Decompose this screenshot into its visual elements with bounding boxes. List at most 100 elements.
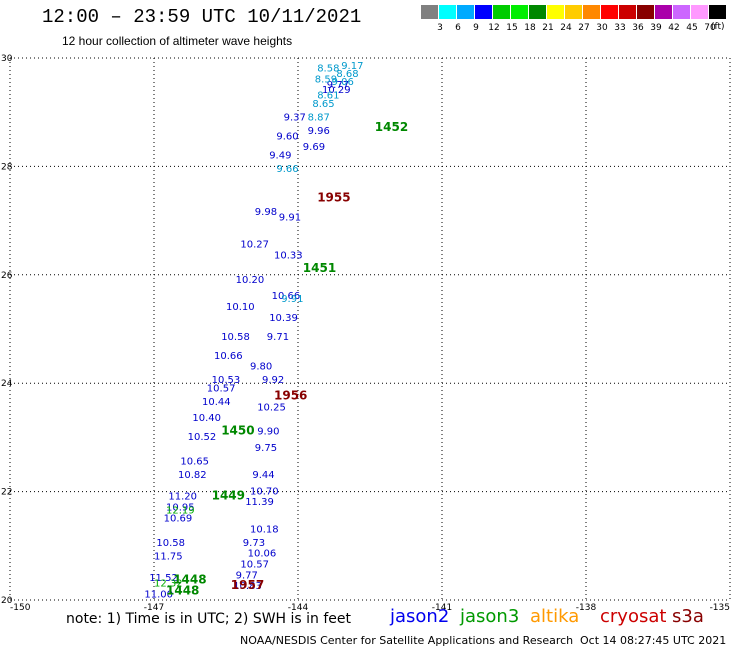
legend-swatch [655, 5, 672, 19]
legend-tick-label: 30 [596, 23, 608, 33]
legend-tick-label: 21 [542, 23, 554, 33]
legend-tick-label: 24 [560, 23, 572, 33]
lat-tick-label: 26 [1, 271, 13, 281]
mission-legend-item: jason2 [390, 606, 450, 627]
page-title: 12:00 – 23:59 UTC 10/11/2021 [42, 6, 362, 28]
wave-height-label: 9.73 [243, 538, 265, 549]
pass-number-label: 1955 [317, 191, 350, 205]
wave-height-label: 9.80 [250, 362, 272, 373]
legend-swatch [637, 5, 654, 19]
legend-tick-label: 33 [614, 23, 626, 33]
wave-height-label: 10.57 [207, 383, 236, 394]
wave-height-label: 10.25 [257, 402, 286, 413]
wave-height-label: 8.65 [312, 99, 334, 110]
wave-height-label: 10.66 [272, 291, 301, 302]
mission-legend-item: altika [530, 606, 580, 627]
wave-height-label: 9.98 [255, 207, 277, 218]
legend-tick-label: 70 [704, 23, 716, 33]
wave-height-label: 9.92 [262, 375, 284, 386]
wave-height-label: 8.58 [317, 64, 339, 75]
pass-number-label: 1450 [221, 424, 254, 438]
legend-swatch [547, 5, 564, 19]
legend-swatch [601, 5, 618, 19]
legend-tick-label: 45 [686, 23, 698, 33]
wave-height-label: 9.60 [276, 131, 298, 142]
legend-tick-label: 18 [524, 23, 536, 33]
pass-number-label: 1449 [212, 489, 245, 503]
wave-height-label: 9.44 [252, 470, 274, 481]
legend-tick-label: 15 [506, 23, 518, 33]
wave-height-label: 8.68 [336, 69, 358, 80]
wave-height-label: 10.44 [202, 397, 231, 408]
wave-height-label: 9.06 [332, 77, 354, 88]
legend-swatch [529, 5, 546, 19]
pass-number-label: 1452 [375, 120, 408, 134]
legend-swatch [691, 5, 708, 19]
wave-height-label: 10.33 [274, 251, 303, 262]
legend-swatch [421, 5, 438, 19]
generated-timestamp: Oct 14 08:27:45 UTC 2021 [580, 634, 727, 647]
wave-height-label: 10.66 [214, 351, 243, 362]
wave-height-label: 10.06 [248, 549, 277, 560]
wave-height-label: 10.58 [221, 332, 250, 343]
mission-legend-item: cryosat [600, 606, 667, 627]
wave-height-label: 9.91 [281, 294, 303, 305]
wave-height-label: 10.95 [166, 503, 195, 514]
wave-height-label: 10.10 [226, 302, 255, 313]
wave-height-label: 9.77 [327, 80, 349, 91]
page-subtitle: 12 hour collection of altimeter wave hei… [62, 34, 293, 48]
wave-height-label: 9.66 [276, 164, 298, 175]
wave-height-label: 9.37 [284, 112, 306, 123]
wave-height-label: 8.87 [308, 112, 330, 123]
lat-tick-label: 24 [1, 379, 13, 389]
pass-number-label: 1448 [166, 584, 199, 598]
mission-legend-item: s3a [672, 606, 704, 627]
pass-number-label: 1448 [173, 573, 206, 587]
pass-number-label: 1451 [303, 261, 336, 275]
wave-height-label: 11.52 [149, 573, 178, 584]
wave-height-label: 9.69 [303, 142, 325, 153]
wave-height-label: 9.96 [308, 126, 330, 137]
lon-tick-label: -138 [576, 603, 597, 613]
wave-height-label: 10.27 [240, 240, 269, 251]
wave-height-label: 10.40 [192, 413, 221, 424]
wave-height-label: 10.58 [156, 538, 185, 549]
wave-height-label: 10.69 [164, 513, 193, 524]
pass-number-label: 1957 [231, 578, 264, 592]
wave-height-label: 9.17 [341, 61, 363, 72]
wave-height-label: 10.29 [322, 85, 351, 96]
wave-height-label: 10.65 [180, 457, 209, 468]
legend-swatch [439, 5, 456, 19]
lat-tick-label: 30 [1, 54, 13, 64]
legend-swatch [475, 5, 492, 19]
legend-tick-label: 27 [578, 23, 590, 33]
wave-height-label: 9.91 [279, 213, 301, 224]
wave-height-label: 8.61 [317, 91, 339, 102]
wave-height-label: 10.83 [233, 581, 262, 592]
legend-swatch [583, 5, 600, 19]
wave-height-label: 9.90 [257, 427, 279, 438]
wave-height-label: 9.77 [236, 570, 258, 581]
wave-height-label: 10.57 [240, 559, 269, 570]
legend-tick-label: 42 [668, 23, 680, 33]
legend-tick-label: 39 [650, 23, 662, 33]
legend-swatch [457, 5, 474, 19]
pass-number-label: 1956 [274, 388, 307, 402]
lon-tick-label: -141 [432, 603, 452, 613]
wave-height-label: 10.52 [188, 432, 217, 443]
legend-swatch [709, 5, 726, 19]
wave-height-label: 12.19 [166, 505, 195, 516]
wave-height-label: 10.20 [236, 275, 265, 286]
legend-tick-label: 6 [455, 23, 461, 33]
lon-tick-label: -150 [10, 603, 31, 613]
credit-line: NOAA/NESDIS Center for Satellite Applica… [240, 634, 574, 647]
lon-tick-label: -135 [710, 603, 730, 613]
wave-height-label: 9.49 [269, 150, 291, 161]
wave-height-label: 9.71 [267, 332, 289, 343]
lat-tick-label: 20 [1, 596, 13, 606]
legend-swatch [511, 5, 528, 19]
wave-height-label: 10.70 [250, 486, 279, 497]
legend-unit: (ft) [711, 22, 725, 32]
legend-tick-label: 12 [488, 23, 500, 33]
